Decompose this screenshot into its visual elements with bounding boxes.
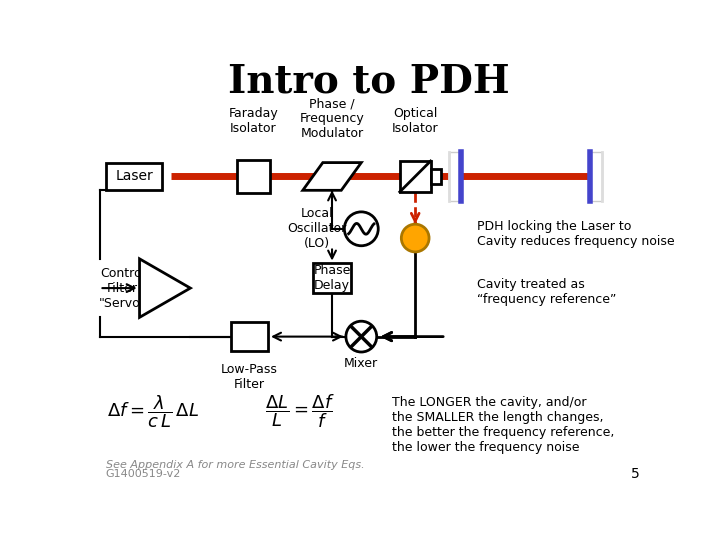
Bar [107, 164, 162, 190]
Text: Intro to PDH: Intro to PDH [228, 63, 510, 101]
Text: PDH locking the Laser to
Cavity reduces frequency noise: PDH locking the Laser to Cavity reduces … [477, 220, 675, 248]
Text: See Appendix A for more Essential Cavity Eqs.: See Appendix A for more Essential Cavity… [106, 460, 364, 470]
Bar [238, 160, 270, 193]
Text: Local
Oscillator
(LO): Local Oscillator (LO) [287, 207, 346, 251]
Text: Optical
Isolator: Optical Isolator [392, 107, 438, 135]
Bar [231, 322, 268, 351]
Text: $\Delta f = \dfrac{\lambda}{c\,L}\,\Delta L$: $\Delta f = \dfrac{\lambda}{c\,L}\,\Delt… [107, 393, 199, 430]
Text: Phase
Delay: Phase Delay [313, 264, 351, 292]
Polygon shape [140, 259, 190, 318]
Text: Low-Pass
Filter: Low-Pass Filter [221, 363, 278, 391]
Text: The LONGER the cavity, and/or
the SMALLER the length changes,
the better the fre: The LONGER the cavity, and/or the SMALLE… [392, 396, 614, 454]
Text: Control
Filter
"Servo": Control Filter "Servo" [99, 267, 146, 309]
Text: Laser: Laser [115, 170, 153, 184]
Bar [431, 168, 441, 184]
Text: Cavity treated as
“frequency reference”: Cavity treated as “frequency reference” [477, 278, 616, 306]
Text: $\dfrac{\Delta L}{L} = \dfrac{\Delta f}{f}$: $\dfrac{\Delta L}{L} = \dfrac{\Delta f}{… [265, 393, 335, 430]
Text: G1400519-v2: G1400519-v2 [106, 469, 181, 480]
Text: Phase /
Frequency
Modulator: Phase / Frequency Modulator [300, 97, 364, 140]
Polygon shape [303, 163, 361, 190]
Bar [590, 152, 603, 201]
Bar [400, 161, 431, 192]
Text: 5: 5 [631, 468, 640, 482]
Circle shape [401, 224, 429, 252]
Bar [312, 264, 351, 293]
Text: Mixer: Mixer [344, 357, 379, 370]
Text: Faraday
Isolator: Faraday Isolator [229, 107, 279, 135]
Bar [449, 152, 462, 201]
